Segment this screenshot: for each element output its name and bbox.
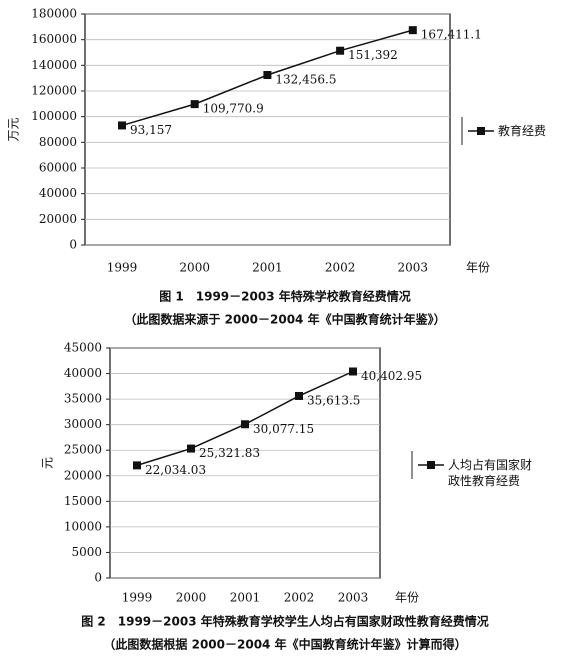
data-label: 40,402.95 bbox=[361, 369, 422, 383]
data-point bbox=[263, 71, 272, 80]
x-tick-label: 2001 bbox=[230, 591, 261, 605]
chart-title: 图 2 1999－2003 年特殊教育学校学生人均占有国家财政性教育经费情况 bbox=[81, 614, 489, 629]
y-tick-label: 30000 bbox=[64, 417, 102, 431]
y-tick-label: 20000 bbox=[39, 212, 77, 226]
y-tick-label: 0 bbox=[94, 571, 102, 585]
y-tick-label: 20000 bbox=[64, 468, 102, 482]
data-point bbox=[349, 367, 357, 376]
y-tick-label: 100000 bbox=[31, 109, 77, 123]
legend-marker bbox=[477, 127, 485, 135]
y-tick-label: 80000 bbox=[39, 135, 77, 149]
data-label: 132,456.5 bbox=[275, 73, 336, 87]
y-tick-label: 5000 bbox=[71, 545, 102, 559]
x-tick-label: 1999 bbox=[122, 591, 153, 605]
data-point bbox=[295, 391, 303, 400]
x-tick-label: 2003 bbox=[398, 261, 429, 275]
y-tick-label: 35000 bbox=[64, 392, 102, 406]
data-point bbox=[118, 121, 126, 130]
y-axis-label: 元 bbox=[41, 457, 55, 469]
y-tick-label: 25000 bbox=[64, 443, 102, 457]
x-axis-label: 年份 bbox=[395, 591, 419, 605]
y-tick-label: 120000 bbox=[31, 84, 77, 98]
y-tick-label: 15000 bbox=[64, 494, 102, 508]
data-point bbox=[241, 420, 249, 429]
data-label: 35,613.5 bbox=[307, 393, 360, 407]
legend-label: 人均占有国家财政性教育经费 bbox=[448, 458, 533, 488]
data-label: 30,077.15 bbox=[253, 422, 314, 436]
x-tick-label: 2000 bbox=[179, 261, 210, 275]
data-point bbox=[190, 100, 199, 109]
x-tick-label: 2003 bbox=[338, 591, 369, 605]
data-point bbox=[133, 461, 141, 470]
legend-marker bbox=[427, 461, 435, 469]
chart-title: 图 1 1999－2003 年特殊学校教育经费情况 bbox=[159, 289, 411, 304]
data-label: 25,321.83 bbox=[199, 446, 260, 460]
y-tick-label: 40000 bbox=[39, 186, 77, 200]
data-point bbox=[408, 26, 417, 35]
chart-subtitle: （此图数据根据 2000－2004 年《中国教育统计年鉴》计算而得） bbox=[103, 637, 466, 652]
x-axis-label: 年份 bbox=[466, 261, 490, 275]
data-label: 151,392 bbox=[348, 48, 398, 62]
legend-label: 教育经费 bbox=[498, 124, 547, 138]
data-point bbox=[187, 444, 195, 453]
y-tick-label: 45000 bbox=[64, 341, 102, 355]
data-label: 22,034.03 bbox=[145, 463, 206, 477]
y-tick-label: 180000 bbox=[31, 7, 77, 21]
y-tick-label: 140000 bbox=[31, 58, 77, 72]
y-tick-label: 60000 bbox=[39, 161, 77, 175]
y-axis-label: 万元 bbox=[7, 117, 21, 141]
y-tick-label: 10000 bbox=[64, 519, 102, 533]
chart-subtitle: （此图数据来源于 2000－2004 年《中国教育统计年鉴》） bbox=[124, 312, 445, 327]
x-tick-label: 1999 bbox=[107, 261, 138, 275]
x-tick-label: 2000 bbox=[176, 591, 207, 605]
x-tick-label: 2002 bbox=[284, 591, 315, 605]
data-label: 167,411.1 bbox=[421, 28, 482, 42]
x-tick-label: 2002 bbox=[325, 261, 356, 275]
data-label: 109,770.9 bbox=[203, 102, 264, 116]
y-tick-label: 40000 bbox=[64, 366, 102, 380]
data-point bbox=[336, 46, 345, 55]
y-tick-label: 0 bbox=[69, 238, 77, 252]
x-tick-label: 2001 bbox=[252, 261, 283, 275]
y-tick-label: 160000 bbox=[31, 32, 77, 46]
data-label: 93,157 bbox=[130, 123, 172, 137]
